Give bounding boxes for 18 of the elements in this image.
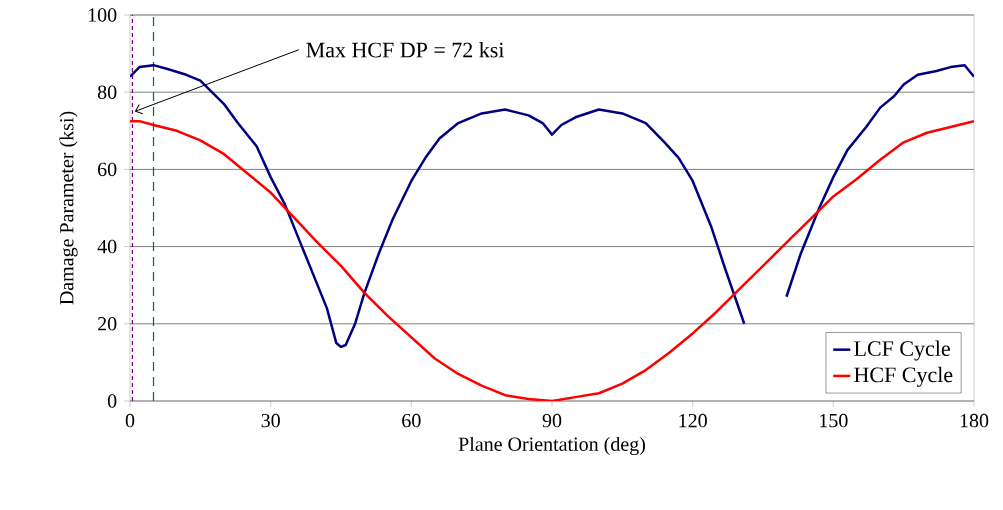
y-tick-label: 0 [107, 394, 117, 408]
y-tick-label: 40 [97, 239, 117, 254]
annotation: Max HCF DP = 72 ksi [306, 41, 505, 58]
x-tick-label: 30 [261, 413, 280, 428]
y-tick-label: 20 [98, 317, 117, 331]
legend-label: HCF Cycle [854, 366, 953, 387]
x-axis-title: Plane Orientation (deg) [458, 436, 645, 456]
y-tick-label: 100 [88, 8, 117, 22]
x-tick-label: 0 [125, 413, 135, 428]
x-tick-label: 60 [402, 413, 421, 428]
x-tick-label: 180 [960, 413, 989, 428]
y-tick-label: 60 [98, 162, 117, 177]
x-tick-label: 90 [542, 413, 562, 428]
x-tick-label: 150 [820, 413, 848, 428]
legend-label: LCF Cycle [854, 340, 950, 361]
y-axis-title: Damage Parameter (ksi) [59, 111, 78, 305]
y-tick-label: 80 [97, 85, 117, 99]
x-tick-label: 120 [679, 413, 707, 428]
